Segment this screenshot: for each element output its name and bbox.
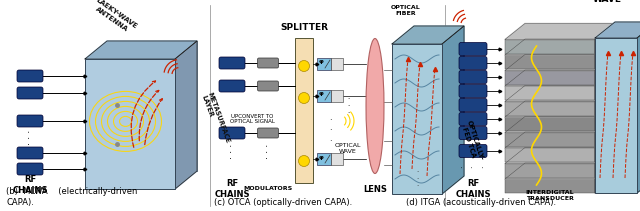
Bar xyxy=(505,39,595,54)
Bar xyxy=(317,58,331,70)
Text: ·
·
·: · · · xyxy=(458,166,488,168)
Text: METASURFACE
LAYER: METASURFACE LAYER xyxy=(200,91,230,147)
Text: · · ·: · · · xyxy=(25,129,35,145)
Bar xyxy=(331,58,343,70)
FancyBboxPatch shape xyxy=(459,57,487,69)
Text: ·
·
·: · · · xyxy=(329,116,332,146)
FancyBboxPatch shape xyxy=(257,128,278,138)
Text: φ: φ xyxy=(319,92,323,96)
Text: RF
CHAINS: RF CHAINS xyxy=(214,179,250,199)
Text: (d) ITGA (acoustically-driven CAPA).: (d) ITGA (acoustically-driven CAPA). xyxy=(406,198,557,207)
Text: OPTICAL
FIBER: OPTICAL FIBER xyxy=(391,5,421,16)
Text: (b)  MLWA    (electrically-driven
CAPA).: (b) MLWA (electrically-driven CAPA). xyxy=(6,188,138,207)
Text: OPTICAL
WAVE: OPTICAL WAVE xyxy=(335,143,361,154)
Bar xyxy=(317,90,331,102)
Text: · · ·: · · · xyxy=(227,143,237,159)
Text: LAEKY-WAVE
ANTENNA: LAEKY-WAVE ANTENNA xyxy=(90,0,138,36)
Bar xyxy=(505,117,595,131)
Bar xyxy=(505,133,595,146)
Text: · · ·: · · · xyxy=(263,143,273,159)
Text: OPTICALLY-
FED TCA: OPTICALLY- FED TCA xyxy=(460,120,484,164)
Bar xyxy=(505,164,595,177)
Polygon shape xyxy=(505,101,615,117)
Text: φ: φ xyxy=(319,154,323,160)
Polygon shape xyxy=(85,41,197,59)
Text: RF
CHAINS: RF CHAINS xyxy=(12,175,48,195)
Bar xyxy=(505,148,595,162)
Polygon shape xyxy=(637,22,640,193)
Circle shape xyxy=(298,156,310,166)
Text: LENS: LENS xyxy=(363,184,387,193)
FancyBboxPatch shape xyxy=(459,42,487,55)
FancyBboxPatch shape xyxy=(219,80,245,92)
FancyBboxPatch shape xyxy=(17,163,43,175)
FancyBboxPatch shape xyxy=(17,115,43,127)
Bar xyxy=(505,101,595,115)
Polygon shape xyxy=(505,70,615,86)
Polygon shape xyxy=(505,23,615,39)
Text: ·
·
·: · · · xyxy=(416,169,418,189)
Circle shape xyxy=(298,92,310,104)
Polygon shape xyxy=(505,132,615,148)
FancyBboxPatch shape xyxy=(257,81,278,91)
Bar xyxy=(505,179,595,193)
Bar xyxy=(331,90,343,102)
Bar xyxy=(85,59,175,189)
Text: φ: φ xyxy=(319,60,323,65)
Bar xyxy=(392,44,442,194)
Bar xyxy=(595,38,637,193)
Bar xyxy=(107,41,197,171)
Bar xyxy=(505,86,595,100)
Text: ·
·
·: · · · xyxy=(347,96,349,116)
FancyBboxPatch shape xyxy=(459,127,487,139)
FancyBboxPatch shape xyxy=(17,70,43,82)
Polygon shape xyxy=(505,163,615,179)
Polygon shape xyxy=(595,147,615,177)
Polygon shape xyxy=(505,39,615,55)
Bar xyxy=(331,153,343,165)
Polygon shape xyxy=(595,39,615,69)
Text: RF
CHAINS: RF CHAINS xyxy=(455,179,491,199)
FancyBboxPatch shape xyxy=(459,145,487,157)
FancyBboxPatch shape xyxy=(17,87,43,99)
Polygon shape xyxy=(505,116,615,133)
Bar xyxy=(505,55,595,69)
Polygon shape xyxy=(595,22,640,38)
Polygon shape xyxy=(505,147,615,164)
Text: UPCONVERT TO
OPTICAL SIGNAL: UPCONVERT TO OPTICAL SIGNAL xyxy=(230,114,275,124)
FancyBboxPatch shape xyxy=(219,127,245,139)
FancyBboxPatch shape xyxy=(459,84,487,97)
Ellipse shape xyxy=(366,38,384,173)
Polygon shape xyxy=(595,101,615,131)
Bar xyxy=(295,38,313,183)
FancyBboxPatch shape xyxy=(459,112,487,126)
Bar xyxy=(505,70,595,84)
FancyBboxPatch shape xyxy=(459,70,487,84)
Polygon shape xyxy=(442,26,464,194)
Text: ACOUSTIC
WAVE: ACOUSTIC WAVE xyxy=(582,0,634,4)
Polygon shape xyxy=(175,41,197,189)
Circle shape xyxy=(298,61,310,72)
FancyBboxPatch shape xyxy=(257,58,278,68)
Polygon shape xyxy=(505,85,615,101)
FancyBboxPatch shape xyxy=(219,57,245,69)
Polygon shape xyxy=(595,132,615,162)
Polygon shape xyxy=(595,85,615,115)
Text: SPLITTER: SPLITTER xyxy=(280,23,328,32)
Polygon shape xyxy=(595,23,615,54)
Bar xyxy=(317,153,331,165)
Polygon shape xyxy=(595,70,615,100)
Polygon shape xyxy=(595,54,615,84)
Text: MODULATORS: MODULATORS xyxy=(243,187,292,192)
Polygon shape xyxy=(595,163,615,193)
Text: INTERDIGITAL
TRANSDUCER: INTERDIGITAL TRANSDUCER xyxy=(525,190,574,201)
FancyBboxPatch shape xyxy=(459,99,487,111)
Polygon shape xyxy=(505,54,615,70)
Polygon shape xyxy=(392,26,464,44)
Text: (c) OTCA (optically-driven CAPA).: (c) OTCA (optically-driven CAPA). xyxy=(214,198,353,207)
FancyBboxPatch shape xyxy=(17,147,43,159)
Polygon shape xyxy=(595,116,615,146)
